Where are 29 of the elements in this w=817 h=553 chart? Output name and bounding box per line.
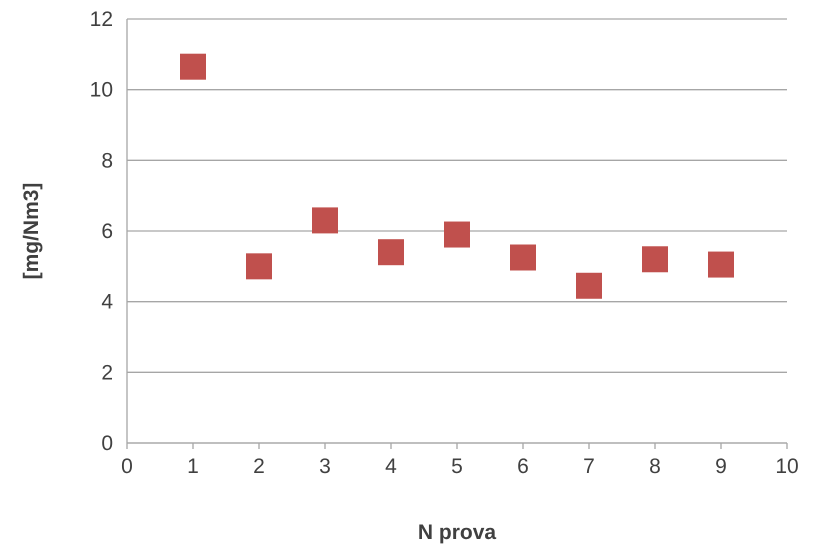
point: [576, 272, 602, 299]
y-tick-label: 6: [101, 220, 113, 243]
x-tick-label: 10: [775, 455, 799, 478]
point: [312, 207, 338, 234]
x-axis-title: N prova: [418, 521, 496, 544]
y-tick-label: 8: [101, 149, 113, 172]
y-tick-label: 0: [101, 432, 113, 455]
x-tick-label: 9: [715, 455, 727, 478]
y-tick-label: 2: [101, 361, 113, 384]
x-tick-label: 1: [187, 455, 199, 478]
point: [708, 252, 734, 278]
y-tick-label: 10: [90, 78, 113, 102]
point: [444, 222, 470, 248]
point: [510, 244, 536, 270]
x-tick-label: 6: [517, 455, 529, 478]
x-tick-label: 8: [649, 455, 661, 478]
x-tick-label: 3: [319, 455, 331, 478]
point: [378, 239, 404, 266]
y-tick-label: 12: [90, 8, 113, 31]
x-tick-label: 7: [583, 455, 595, 478]
x-tick-label: 2: [253, 455, 265, 478]
y-axis-title: [mg/Nm3]: [20, 182, 43, 280]
x-tick-label: 0: [121, 455, 133, 478]
y-tick-label: 4: [101, 290, 114, 314]
point: [246, 253, 272, 280]
point: [180, 54, 206, 80]
point: [642, 246, 668, 272]
x-tick-label: 5: [451, 455, 463, 478]
x-tick-label: 4: [385, 455, 398, 478]
